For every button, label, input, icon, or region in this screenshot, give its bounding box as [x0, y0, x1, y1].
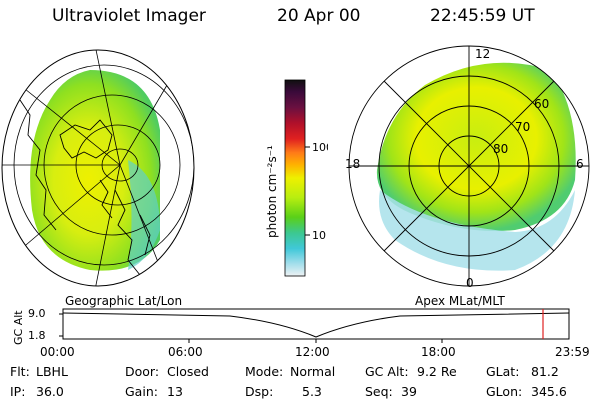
apex-projection-label: Apex MLat/MLT — [415, 294, 505, 308]
mode-label: Mode: — [245, 364, 284, 379]
mlat-label-70: 70 — [515, 120, 530, 134]
date-label: 20 Apr 00 — [277, 6, 361, 26]
mlt-label-0: 0 — [466, 276, 474, 290]
gcalt-value: 9.2 Re — [417, 364, 457, 379]
glat-value: 81.2 — [531, 364, 559, 379]
altitude-plot: GC Alt 9.0 1.8 00:00 06:00 12:00 18:00 2… — [12, 307, 590, 359]
gcalt-label: GC Alt: — [365, 364, 409, 379]
mlat-label-60: 60 — [534, 97, 549, 111]
instrument-title: Ultraviolet Imager — [52, 6, 206, 26]
mlt-label-12: 12 — [475, 47, 490, 61]
x-ticks — [188, 339, 443, 343]
geo-projection-label: Geographic Lat/Lon — [65, 294, 183, 308]
door-label: Door: — [125, 364, 160, 379]
mlt-label-18: 18 — [345, 157, 360, 171]
x-tick-0000: 00:00 — [40, 345, 75, 359]
mlat-label-80: 80 — [493, 142, 508, 156]
x-tick-2359: 23:59 — [555, 345, 590, 359]
geographic-map — [1, 49, 195, 287]
mode-value: Normal — [290, 364, 336, 379]
aurora-teal-edge — [128, 160, 160, 270]
colorbar-tick-100: 100 — [312, 141, 328, 154]
polar-grid — [348, 45, 590, 287]
colorbar: 100 10 photon cm⁻²s⁻¹ — [265, 79, 328, 277]
alt-tick-9: 9.0 — [28, 307, 46, 320]
time-label: 22:45:59 UT — [430, 6, 535, 26]
seq-label: Seq: — [365, 384, 393, 399]
dsp-label: Dsp: — [245, 384, 274, 399]
x-tick-1200: 12:00 — [295, 345, 330, 359]
auroral-image-polar — [376, 62, 576, 232]
mlt-label-6: 6 — [576, 157, 584, 171]
seq-value: 39 — [401, 384, 417, 399]
gain-value: 13 — [167, 384, 183, 399]
geo-grid — [2, 50, 194, 286]
alt-tick-1-8: 1.8 — [28, 329, 46, 342]
colorbar-tick-10: 10 — [312, 229, 326, 242]
colorbar-gradient — [284, 79, 306, 277]
alt-plot-frame — [62, 308, 570, 340]
flt-label: Flt: — [10, 364, 30, 379]
x-tick-0600: 06:00 — [168, 345, 203, 359]
flt-value: LBHL — [36, 364, 68, 379]
gain-label: Gain: — [125, 384, 158, 399]
colorbar-unit-label: photon cm⁻²s⁻¹ — [265, 145, 279, 238]
auroral-image-geo — [30, 70, 161, 271]
dsp-value: 5.3 — [302, 384, 322, 399]
altitude-curve — [62, 312, 570, 338]
glat-label: GLat: — [486, 364, 520, 379]
ip-label: IP: — [10, 384, 26, 399]
gc-alt-axis-label: GC Alt — [12, 310, 25, 345]
door-value: Closed — [167, 364, 209, 379]
x-tick-1800: 18:00 — [421, 345, 456, 359]
polar-plot: 12 18 6 0 60 70 80 — [345, 45, 590, 290]
aurora-low-intensity — [379, 190, 575, 271]
glon-label: GLon: — [486, 384, 523, 399]
glon-value: 345.6 — [531, 384, 567, 399]
ip-value: 36.0 — [36, 384, 64, 399]
coastlines — [19, 99, 151, 276]
